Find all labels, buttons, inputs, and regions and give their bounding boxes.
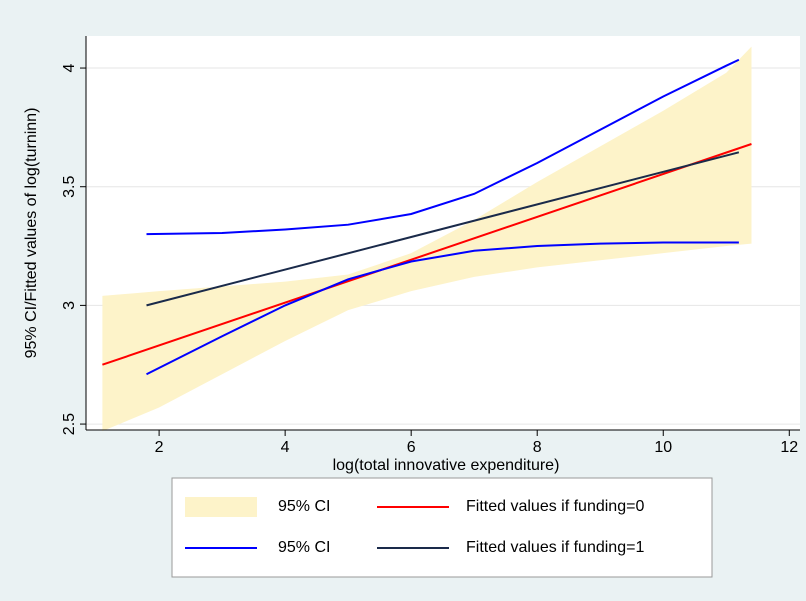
y-tick-label: 3 bbox=[61, 301, 78, 310]
x-tick-label: 10 bbox=[654, 439, 672, 456]
y-tick-label: 2.5 bbox=[61, 413, 78, 435]
y-tick-label: 4 bbox=[61, 63, 78, 72]
legend-label: Fitted values if funding=0 bbox=[466, 498, 644, 515]
x-tick-label: 12 bbox=[780, 439, 798, 456]
y-axis-title: 95% CI/Fitted values of log(turninn) bbox=[23, 108, 40, 359]
legend-label: 95% CI bbox=[278, 539, 330, 556]
line bbox=[102, 143, 752, 366]
legend-key bbox=[185, 497, 257, 517]
x-tick-label: 4 bbox=[281, 439, 290, 456]
x-tick-label: 2 bbox=[155, 439, 164, 456]
x-tick-label: 8 bbox=[533, 439, 542, 456]
legend-label: Fitted values if funding=1 bbox=[466, 539, 644, 556]
y-tick-label: 3.5 bbox=[61, 175, 78, 197]
line bbox=[146, 151, 740, 307]
line bbox=[146, 58, 740, 236]
x-tick-label: 6 bbox=[407, 439, 416, 456]
x-axis-title: log(total innovative expenditure) bbox=[333, 457, 560, 474]
line bbox=[146, 241, 739, 376]
legend bbox=[171, 477, 713, 578]
ci-band bbox=[102, 46, 752, 432]
legend-label: 95% CI bbox=[278, 498, 330, 515]
